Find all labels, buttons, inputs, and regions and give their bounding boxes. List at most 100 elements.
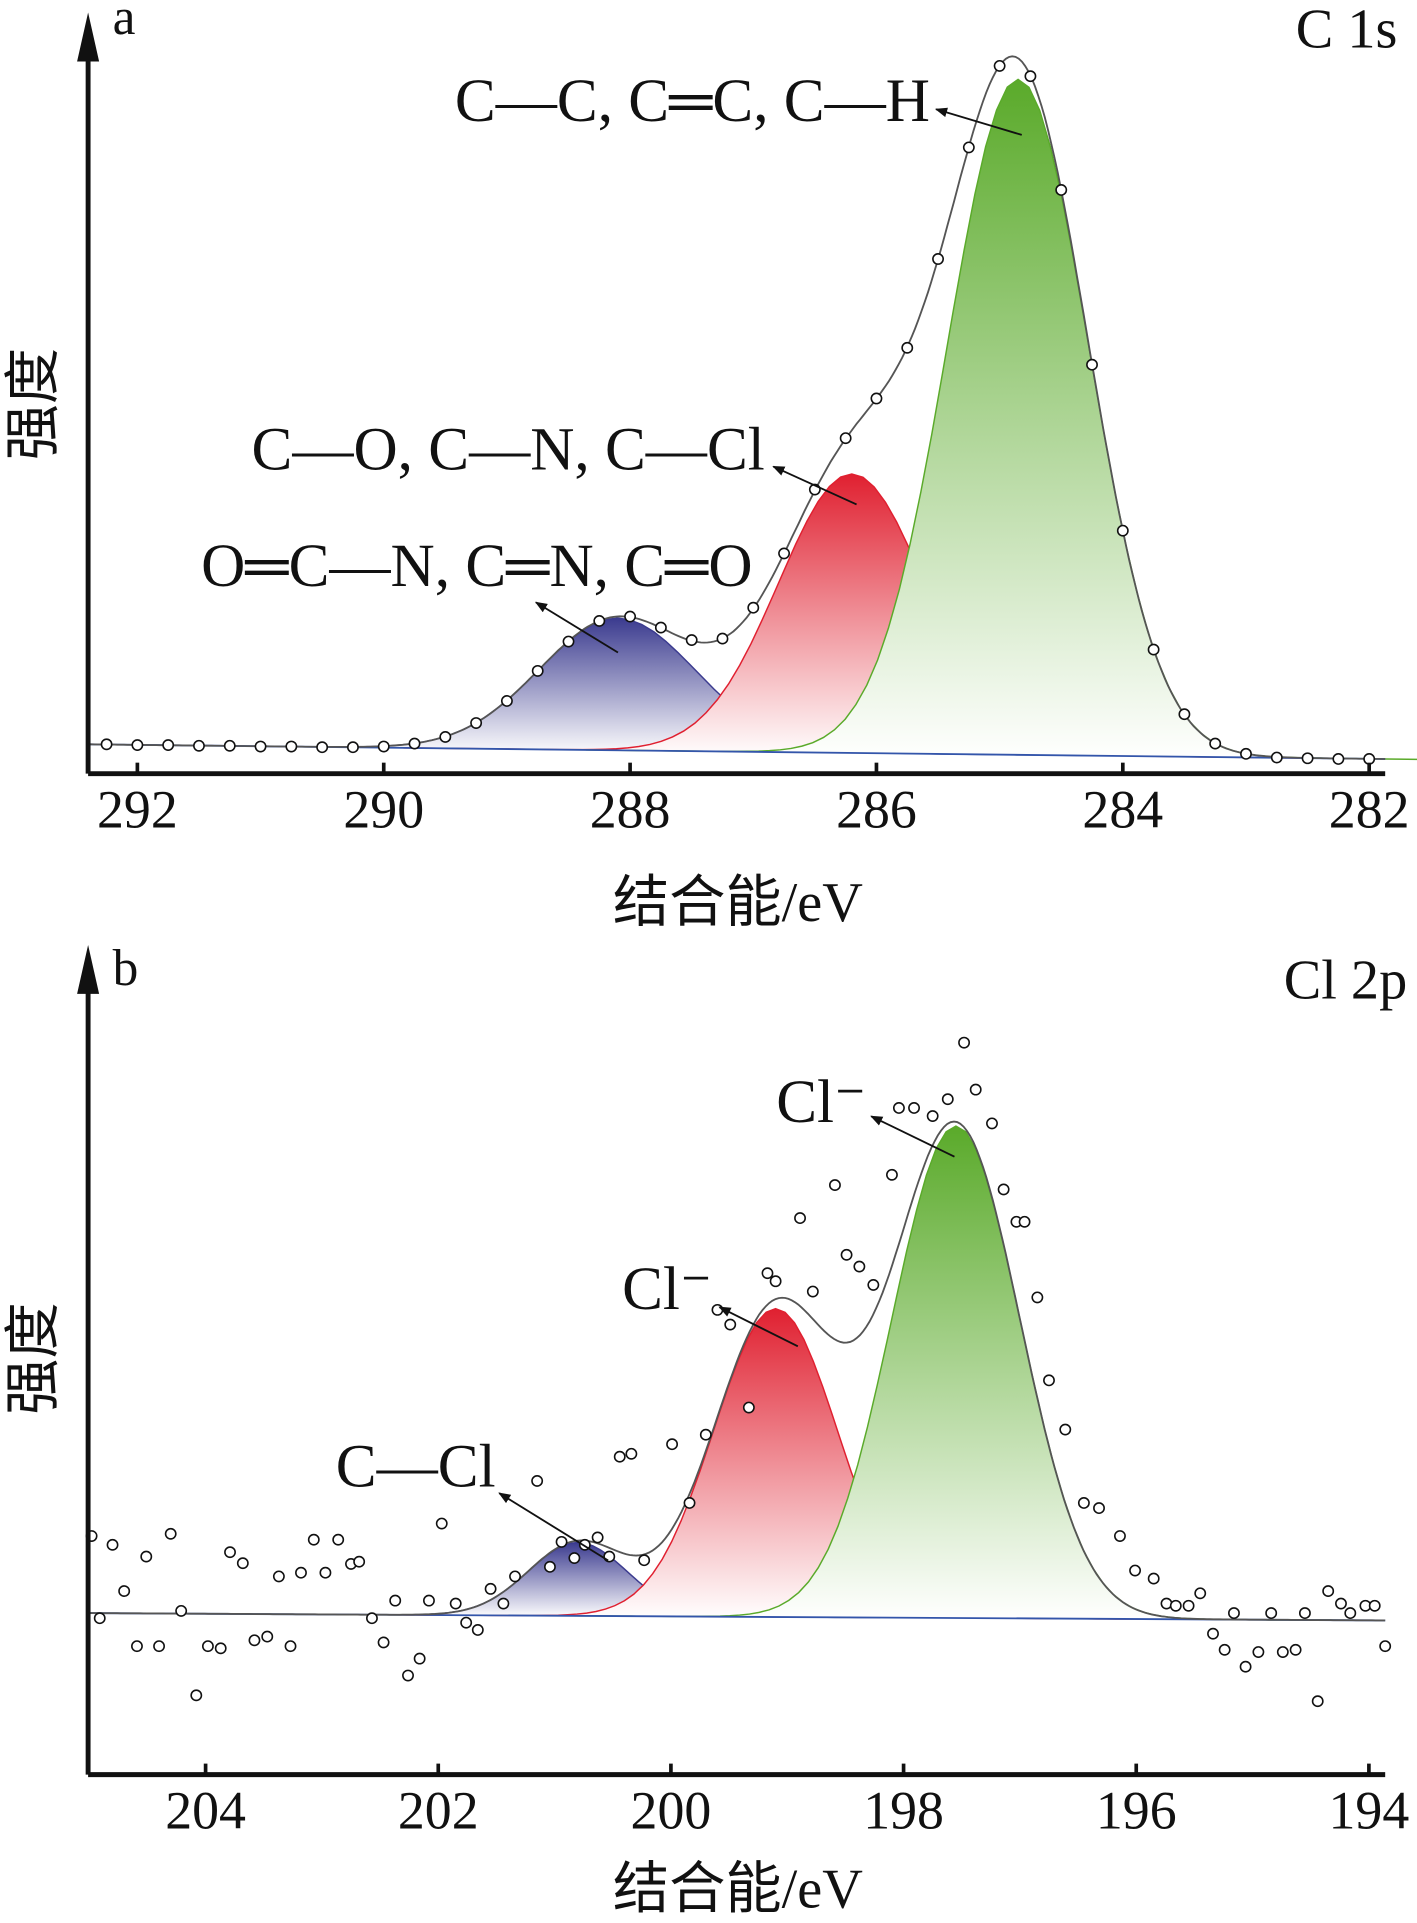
data-point bbox=[747, 601, 760, 614]
data-point bbox=[332, 1533, 345, 1546]
peak-arrow bbox=[534, 601, 619, 654]
data-point bbox=[500, 695, 513, 707]
data-point bbox=[484, 1582, 497, 1595]
x-axis-label: 结合能/eV bbox=[613, 872, 863, 934]
x-tick-label: 204 bbox=[165, 1781, 246, 1841]
data-point bbox=[153, 1640, 165, 1653]
peak-arrow bbox=[498, 1492, 609, 1562]
data-point bbox=[261, 1630, 274, 1643]
x-tick-label: 286 bbox=[836, 780, 917, 840]
data-point bbox=[214, 1642, 227, 1655]
peak-label: O═C—N, C═N, C═O bbox=[201, 532, 752, 600]
panel: 204 202 200 198 196 194 结合能/eV 强度 b Cl 2p C—Cl Cl⁻ C… bbox=[3, 940, 1409, 1921]
data-point bbox=[958, 1036, 971, 1049]
data-point bbox=[593, 615, 606, 627]
data-point bbox=[224, 1546, 236, 1559]
data-point bbox=[1289, 1643, 1302, 1656]
data-point bbox=[164, 1527, 177, 1540]
x-tick-label: 290 bbox=[343, 780, 424, 840]
data-point bbox=[1239, 1660, 1252, 1673]
y-axis-label: 强度 bbox=[3, 348, 65, 461]
peak-arrow bbox=[870, 1115, 955, 1158]
data-point bbox=[106, 1538, 119, 1551]
peak-area bbox=[585, 79, 1417, 760]
y-axis-arrow bbox=[77, 944, 100, 994]
y-axis-label: 强度 bbox=[3, 1302, 65, 1415]
peak-arrow bbox=[718, 1306, 799, 1348]
data-point bbox=[1093, 1502, 1105, 1515]
data-point bbox=[1169, 1599, 1182, 1612]
data-point bbox=[1335, 1597, 1347, 1610]
data-point bbox=[562, 635, 575, 648]
data-point bbox=[1228, 1607, 1240, 1620]
data-point bbox=[131, 1640, 143, 1653]
data-point bbox=[460, 1616, 473, 1629]
data-point bbox=[997, 1183, 1010, 1196]
data-point bbox=[870, 392, 883, 405]
data-point bbox=[1194, 1587, 1207, 1600]
data-point bbox=[449, 1597, 462, 1610]
data-point bbox=[840, 1248, 853, 1261]
x-tick-label: 292 bbox=[97, 780, 178, 840]
data-point bbox=[654, 621, 667, 634]
data-point bbox=[423, 1594, 435, 1607]
data-point bbox=[1368, 1599, 1381, 1612]
data-point bbox=[1265, 1607, 1278, 1620]
peak-arrow bbox=[934, 107, 1023, 136]
data-point bbox=[140, 1550, 153, 1563]
data-point bbox=[254, 740, 267, 753]
y-axis-arrow bbox=[77, 12, 100, 62]
peak-area bbox=[397, 1308, 1154, 1620]
data-point bbox=[509, 1570, 521, 1583]
data-point bbox=[1018, 1215, 1031, 1228]
data-point bbox=[402, 1669, 414, 1682]
data-point bbox=[901, 341, 914, 354]
data-point bbox=[1178, 708, 1191, 721]
data-point bbox=[471, 1624, 484, 1636]
peak-label: C—C, C═C, C—H bbox=[455, 67, 930, 135]
data-point bbox=[1147, 1572, 1160, 1585]
data-point bbox=[1344, 1607, 1357, 1620]
data-point bbox=[162, 739, 175, 751]
x-tick-label: 200 bbox=[631, 1781, 712, 1841]
data-point bbox=[1207, 1627, 1219, 1640]
data-point bbox=[986, 1117, 998, 1130]
data-point bbox=[531, 664, 544, 677]
data-point bbox=[236, 1557, 249, 1570]
data-point bbox=[131, 739, 144, 751]
data-point bbox=[685, 634, 698, 646]
data-point bbox=[926, 1110, 939, 1122]
data-point bbox=[555, 1535, 568, 1548]
data-point bbox=[1363, 753, 1376, 765]
data-point bbox=[711, 1303, 724, 1316]
data-point bbox=[761, 1267, 774, 1280]
data-point bbox=[666, 1438, 679, 1451]
data-point bbox=[892, 1102, 905, 1114]
data-point bbox=[531, 1475, 544, 1487]
data-point bbox=[353, 1555, 366, 1568]
data-point bbox=[839, 432, 852, 445]
data-point bbox=[377, 1636, 390, 1649]
data-point bbox=[969, 1083, 982, 1096]
peak-arrow bbox=[772, 465, 857, 506]
data-point bbox=[624, 610, 637, 623]
x-tick-label: 196 bbox=[1096, 1781, 1177, 1841]
panel-label: b bbox=[113, 940, 139, 997]
data-point bbox=[435, 1517, 448, 1530]
data-point bbox=[568, 1552, 581, 1564]
data-point bbox=[1379, 1640, 1392, 1653]
spectrum-title: C 1s bbox=[1296, 0, 1398, 60]
data-point bbox=[285, 740, 298, 753]
envelope bbox=[88, 1120, 1386, 1622]
data-point bbox=[742, 1401, 755, 1414]
peak-label: C—O, C—N, C—Cl bbox=[252, 416, 765, 484]
spectrum-title: Cl 2p bbox=[1284, 949, 1408, 1011]
data-point bbox=[932, 253, 944, 265]
data-point bbox=[962, 141, 975, 154]
data-point bbox=[993, 59, 1006, 72]
panel-label: a bbox=[113, 0, 136, 46]
peak-label: Cl⁻ bbox=[622, 1255, 712, 1323]
data-point bbox=[377, 740, 390, 753]
